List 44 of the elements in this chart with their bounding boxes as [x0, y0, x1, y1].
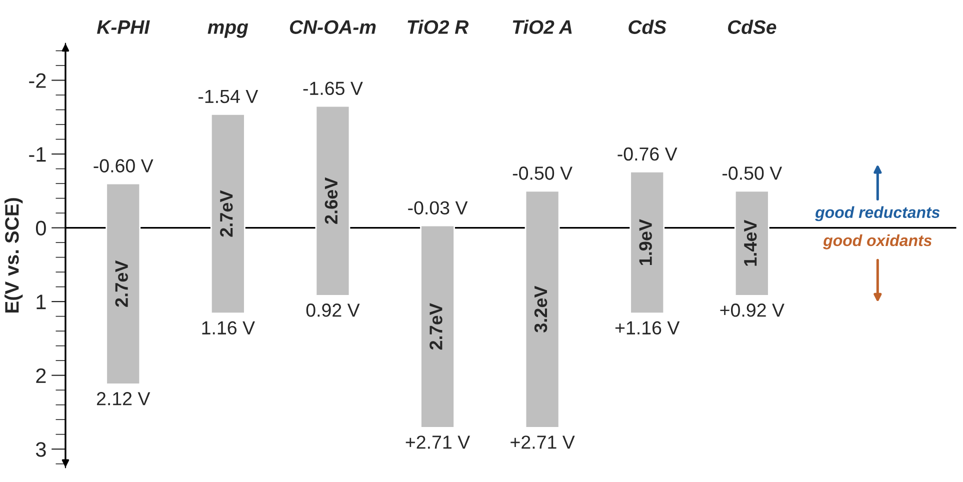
annotation: -1.65 V: [303, 82, 363, 95]
annotation: +2.71 V: [510, 436, 575, 449]
x-tick-label: mpg: [208, 23, 248, 38]
x-tick-label: TiO2 R: [408, 20, 469, 34]
data-label: 2.7eV: [115, 260, 128, 307]
x-tick-label: CdS: [628, 20, 666, 34]
annotation: -0.50 V: [512, 166, 572, 180]
bar: [420, 224, 455, 428]
bar: [630, 171, 665, 314]
y-tick-label: 3: [36, 442, 46, 457]
data-label: 2.7eV: [220, 190, 233, 237]
annotation: +1.16 V: [615, 321, 680, 335]
annotation: -1.54 V: [198, 90, 258, 104]
y-tick-label: -2: [29, 73, 46, 88]
bar: [106, 182, 141, 385]
y-tick-label: 0: [36, 220, 46, 236]
annotation: -0.76 V: [618, 147, 678, 161]
text: good oxidants: [823, 234, 932, 250]
data-label: 2.6eV: [324, 177, 338, 224]
x-tick-label: CdSe: [728, 20, 776, 34]
data-label: 1.9eV: [639, 219, 652, 266]
annotation: +2.71 V: [406, 436, 470, 449]
annotation: -0.03 V: [408, 201, 468, 214]
x-tick-label: CN-OA-m: [290, 20, 376, 34]
bar: [734, 190, 770, 296]
annotation: -0.50 V: [722, 166, 782, 180]
bar: [315, 105, 350, 296]
y-axis-title: E(V vs. SCE): [4, 198, 23, 313]
y-tick-label: 1: [36, 294, 46, 310]
y-tick-label: -1: [29, 147, 46, 162]
annotation: +0.92 V: [720, 304, 784, 317]
x-tick-label: K-PHI: [97, 20, 150, 34]
bar: [524, 190, 560, 428]
annotation: 2.12 V: [96, 392, 150, 406]
annotation: -0.60 V: [94, 159, 154, 172]
data-label: 1.4eV: [744, 220, 757, 266]
y-tick-label: 2: [36, 368, 46, 383]
text: good reductants: [815, 206, 940, 222]
bar: [210, 114, 246, 314]
annotation: 0.92 V: [306, 304, 360, 317]
data-label: 2.7eV: [430, 303, 442, 350]
annotation: 1.16 V: [202, 321, 255, 335]
data-label: 3.2eV: [534, 286, 548, 332]
x-tick-label: TiO2 A: [512, 20, 572, 34]
